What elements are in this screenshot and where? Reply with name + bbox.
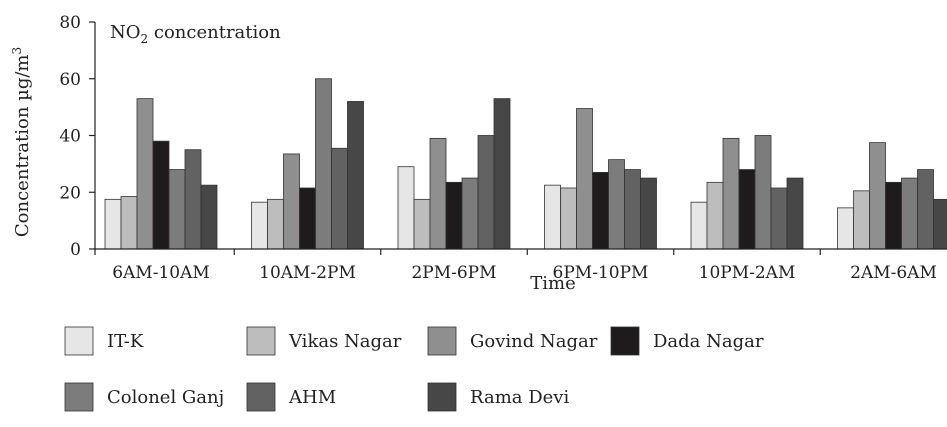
bar-govind-nagar-6pm-10pm: [576, 108, 593, 250]
bar-vikas-nagar-10am-2pm: [267, 198, 284, 250]
chart-title: NO2 concentration: [110, 22, 281, 46]
y-tick-label: 40: [59, 127, 81, 147]
legend-label: Govind Nagar: [470, 331, 598, 352]
legend-swatch: [64, 382, 94, 412]
bar-rama-devi-10am-2pm: [347, 101, 364, 250]
bar-colonel-ganj-10am-2pm: [315, 78, 332, 250]
bar-rama-devi-2pm-6pm: [493, 98, 511, 250]
y-axis-title: Concentration µg/m3: [10, 47, 33, 237]
bar-vikas-nagar-10pm-2am: [706, 181, 724, 250]
bar-colonel-ganj-2pm-6pm: [461, 177, 479, 250]
bar-ahm-10am-2pm: [331, 147, 348, 250]
bar-govind-nagar-2pm-6pm: [429, 137, 447, 250]
y-axis-title-text: Concentration µg/m: [12, 55, 33, 238]
bar-colonel-ganj-10pm-2am: [754, 135, 772, 250]
bar-it-k-6pm-10pm: [544, 184, 561, 250]
bar-ahm-10pm-2am: [770, 187, 788, 250]
x-tick-label: 2PM-6PM: [411, 263, 496, 283]
bar-it-k-2am-6am: [837, 207, 854, 250]
bar-govind-nagar-6am-10am: [136, 98, 154, 250]
bar-rama-devi-6pm-10pm: [640, 177, 657, 250]
legend-swatch: [427, 382, 457, 412]
bar-vikas-nagar-2pm-6pm: [413, 198, 431, 250]
x-axis-ticks: 6AM-10AM 10AM-2PM 2PM-6PM 6PM-10PM 10PM-2AM 2…: [94, 249, 937, 283]
y-axis-ticks: 0 20 40 60 80: [59, 13, 95, 260]
bar-ahm-2pm-6pm: [477, 135, 495, 250]
bar-dada-nagar-2pm-6pm: [445, 181, 463, 250]
bar-it-k-10am-2pm: [251, 201, 268, 250]
x-tick-label: 10AM-2PM: [259, 263, 356, 283]
bar-vikas-nagar-2am-6am: [853, 190, 870, 250]
bar-dada-nagar-2am-6am: [885, 181, 902, 250]
x-tick-label: 2AM-6AM: [850, 263, 937, 283]
bars-group: [104, 78, 947, 250]
y-tick-label: 0: [70, 240, 81, 260]
chart-title-main: NO: [110, 22, 141, 43]
bar-it-k-10pm-2am: [690, 201, 708, 250]
x-tick-label: 6AM-10AM: [112, 263, 210, 283]
chart-title-rest: concentration: [148, 22, 281, 43]
bar-govind-nagar-10am-2pm: [283, 153, 300, 250]
y-tick-label: 60: [59, 70, 81, 90]
legend-swatch: [246, 382, 276, 412]
bar-colonel-ganj-6pm-10pm: [608, 159, 625, 250]
y-tick-label: 20: [59, 183, 81, 203]
bar-it-k-2pm-6pm: [397, 166, 415, 250]
bar-ahm-6am-10am: [184, 149, 202, 250]
bar-ahm-2am-6am: [917, 169, 934, 250]
y-tick-label: 80: [59, 13, 81, 33]
bar-dada-nagar-6pm-10pm: [592, 171, 609, 250]
legend-label: Dada Nagar: [653, 331, 764, 352]
y-axis-title-superscript: 3: [10, 47, 24, 55]
legend-label: IT-K: [107, 331, 144, 352]
bar-rama-devi-10pm-2am: [786, 177, 804, 250]
legend-swatch: [246, 326, 276, 356]
x-axis-title: Time: [530, 273, 575, 294]
x-tick-label: 10PM-2AM: [699, 263, 796, 283]
bar-dada-nagar-6am-10am: [152, 140, 170, 250]
chart-title-subscript: 2: [141, 32, 149, 46]
bar-colonel-ganj-2am-6am: [901, 177, 918, 250]
bar-vikas-nagar-6pm-10pm: [560, 187, 577, 250]
legend-swatch: [427, 326, 457, 356]
legend-label: Colonel Ganj: [107, 387, 224, 408]
x-tick-label: 6PM-10PM: [553, 263, 649, 283]
bar-rama-devi-6am-10am: [200, 184, 218, 250]
bar-dada-nagar-10am-2pm: [299, 187, 316, 250]
legend: IT-K Vikas Nagar Govind Nagar Dada Nagar Col…: [64, 326, 764, 412]
bar-ahm-6pm-10pm: [624, 169, 641, 250]
bar-colonel-ganj-6am-10am: [168, 169, 186, 250]
bar-govind-nagar-2am-6am: [869, 142, 886, 250]
bar-dada-nagar-10pm-2am: [738, 169, 756, 250]
legend-label: Vikas Nagar: [288, 331, 402, 352]
legend-label: Rama Devi: [470, 387, 569, 408]
legend-label: AHM: [288, 387, 336, 408]
bar-vikas-nagar-6am-10am: [120, 196, 138, 250]
legend-swatch: [610, 326, 640, 356]
bar-rama-devi-2am-6am: [933, 198, 947, 250]
bar-it-k-6am-10am: [104, 198, 122, 250]
legend-swatch: [64, 326, 94, 356]
bar-govind-nagar-10pm-2am: [722, 137, 740, 250]
